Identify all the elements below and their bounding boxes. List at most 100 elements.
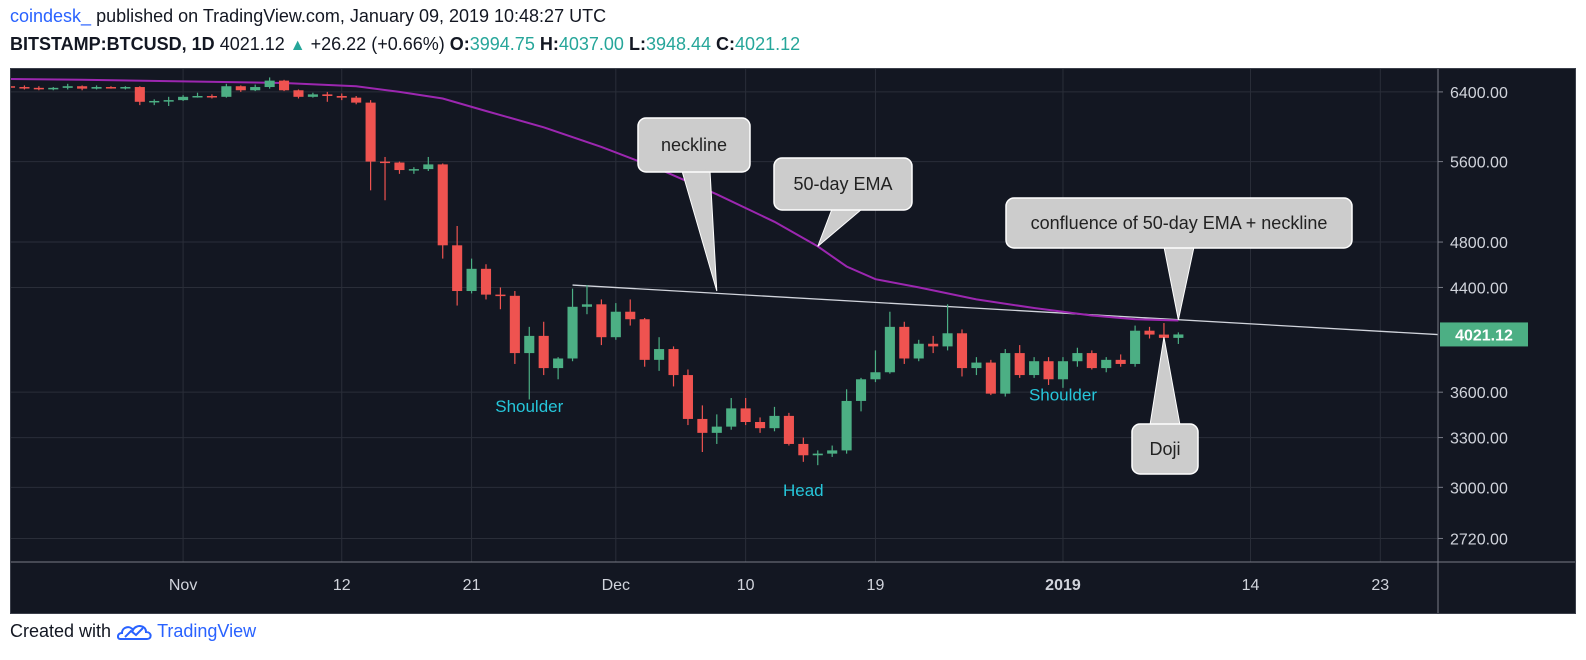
candle[interactable] <box>596 299 607 346</box>
candle[interactable] <box>307 92 318 98</box>
price-chart[interactable]: 6400.00 5600.00 4800.00 4400.00 3600.00 3300.… <box>4 68 1576 614</box>
candle[interactable] <box>942 304 953 351</box>
candle[interactable] <box>1043 357 1054 385</box>
candle[interactable] <box>120 86 131 90</box>
candle[interactable] <box>899 321 910 364</box>
candle[interactable] <box>466 258 477 294</box>
candle-body <box>827 450 838 454</box>
candle[interactable] <box>654 337 665 371</box>
tradingview-link[interactable]: TradingView <box>157 620 257 641</box>
candle[interactable] <box>1072 347 1083 367</box>
candle[interactable] <box>235 85 246 92</box>
candle[interactable] <box>726 398 737 430</box>
candle-body <box>437 164 448 246</box>
candle[interactable] <box>1029 357 1040 378</box>
last-price-tag-label: 4021.12 <box>1455 327 1513 344</box>
candle[interactable] <box>553 357 564 380</box>
candle[interactable] <box>783 412 794 446</box>
candle[interactable] <box>206 94 217 99</box>
candle-body <box>1000 353 1011 394</box>
candle[interactable] <box>697 405 708 453</box>
candle[interactable] <box>178 95 189 101</box>
candle[interactable] <box>336 93 347 101</box>
neckline-trendline[interactable] <box>572 284 1439 336</box>
candle[interactable] <box>581 285 593 315</box>
candle[interactable] <box>538 321 549 376</box>
candle[interactable] <box>567 288 578 362</box>
candle[interactable] <box>408 167 419 174</box>
candle[interactable] <box>480 264 492 300</box>
candle[interactable] <box>394 161 405 174</box>
candle[interactable] <box>1115 354 1126 367</box>
callout-confluence[interactable]: confluence of 50-day EMA + neckline <box>1005 197 1353 320</box>
candle-body <box>769 415 780 429</box>
candle[interactable] <box>524 326 535 400</box>
candle[interactable] <box>1000 349 1011 397</box>
candle[interactable] <box>452 225 463 306</box>
candle[interactable] <box>755 417 766 433</box>
candle[interactable] <box>437 163 448 259</box>
candle[interactable] <box>1173 332 1184 344</box>
candle[interactable] <box>985 359 996 396</box>
candle-body <box>1144 330 1155 335</box>
candle[interactable] <box>841 389 852 454</box>
candle[interactable] <box>740 398 751 426</box>
candle-body <box>423 164 434 170</box>
candle[interactable] <box>913 339 924 362</box>
candle[interactable] <box>711 414 722 444</box>
candle[interactable] <box>379 156 391 201</box>
candle[interactable] <box>495 287 506 310</box>
candle[interactable] <box>1130 325 1141 367</box>
candle[interactable] <box>33 86 44 91</box>
candle[interactable] <box>884 311 895 374</box>
candle[interactable] <box>163 96 174 106</box>
candle[interactable] <box>1057 357 1069 388</box>
candle[interactable] <box>610 303 621 340</box>
callout-ema[interactable]: 50-day EMA <box>773 157 913 247</box>
candle[interactable] <box>149 99 160 106</box>
candle[interactable] <box>971 357 982 376</box>
callout-doji[interactable]: Doji <box>1131 337 1199 475</box>
candle[interactable] <box>293 89 304 99</box>
candle[interactable] <box>769 406 780 432</box>
candle[interactable] <box>928 335 939 354</box>
candle[interactable] <box>682 369 693 426</box>
candle-body <box>1130 330 1141 364</box>
publisher-name[interactable]: coindesk_ <box>10 6 92 26</box>
candle[interactable] <box>798 437 809 462</box>
candle[interactable] <box>322 91 333 102</box>
candle[interactable] <box>77 85 88 91</box>
candle[interactable] <box>509 291 520 364</box>
candle[interactable] <box>1086 350 1097 370</box>
candle[interactable] <box>19 85 30 90</box>
candle[interactable] <box>956 329 968 377</box>
candle[interactable] <box>827 445 838 457</box>
candle[interactable] <box>91 85 102 90</box>
candle[interactable] <box>870 350 881 383</box>
candle[interactable] <box>264 77 275 89</box>
candle[interactable] <box>639 317 650 367</box>
candle[interactable] <box>423 156 434 171</box>
x-tick-label: Nov <box>169 577 197 594</box>
chart-container[interactable]: 6400.00 5600.00 4800.00 4400.00 3600.00 3300.… <box>4 68 1576 614</box>
candle[interactable] <box>1101 357 1112 373</box>
candle[interactable] <box>1144 326 1155 339</box>
candle[interactable] <box>365 100 376 191</box>
candle[interactable] <box>221 83 232 98</box>
published-info: published on TradingView.com, January 09… <box>96 6 607 26</box>
candle[interactable] <box>625 299 636 326</box>
candle[interactable] <box>250 84 261 92</box>
candle[interactable] <box>855 377 867 412</box>
candle[interactable] <box>812 450 823 466</box>
candle[interactable] <box>1014 345 1025 378</box>
callout-neckline[interactable]: neckline <box>637 117 751 292</box>
candle[interactable] <box>192 92 203 98</box>
candle[interactable] <box>279 79 290 92</box>
candle[interactable] <box>48 87 59 91</box>
candle[interactable] <box>668 346 679 387</box>
candle[interactable] <box>62 83 73 90</box>
candle[interactable] <box>105 86 117 89</box>
candle[interactable] <box>134 86 145 106</box>
candle[interactable] <box>351 95 362 105</box>
low-label: L: <box>628 34 646 54</box>
